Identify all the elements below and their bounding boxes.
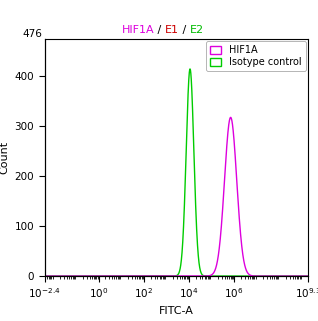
Text: E2: E2 [190,24,204,35]
Text: HIF1A: HIF1A [122,24,155,35]
X-axis label: FITC-A: FITC-A [159,306,194,316]
Legend: HIF1A, Isotype control: HIF1A, Isotype control [206,41,306,71]
Text: /: / [179,24,190,35]
Text: 476: 476 [22,29,42,39]
Text: E1: E1 [165,24,179,35]
Text: /: / [155,24,165,35]
Y-axis label: Count: Count [0,141,9,174]
